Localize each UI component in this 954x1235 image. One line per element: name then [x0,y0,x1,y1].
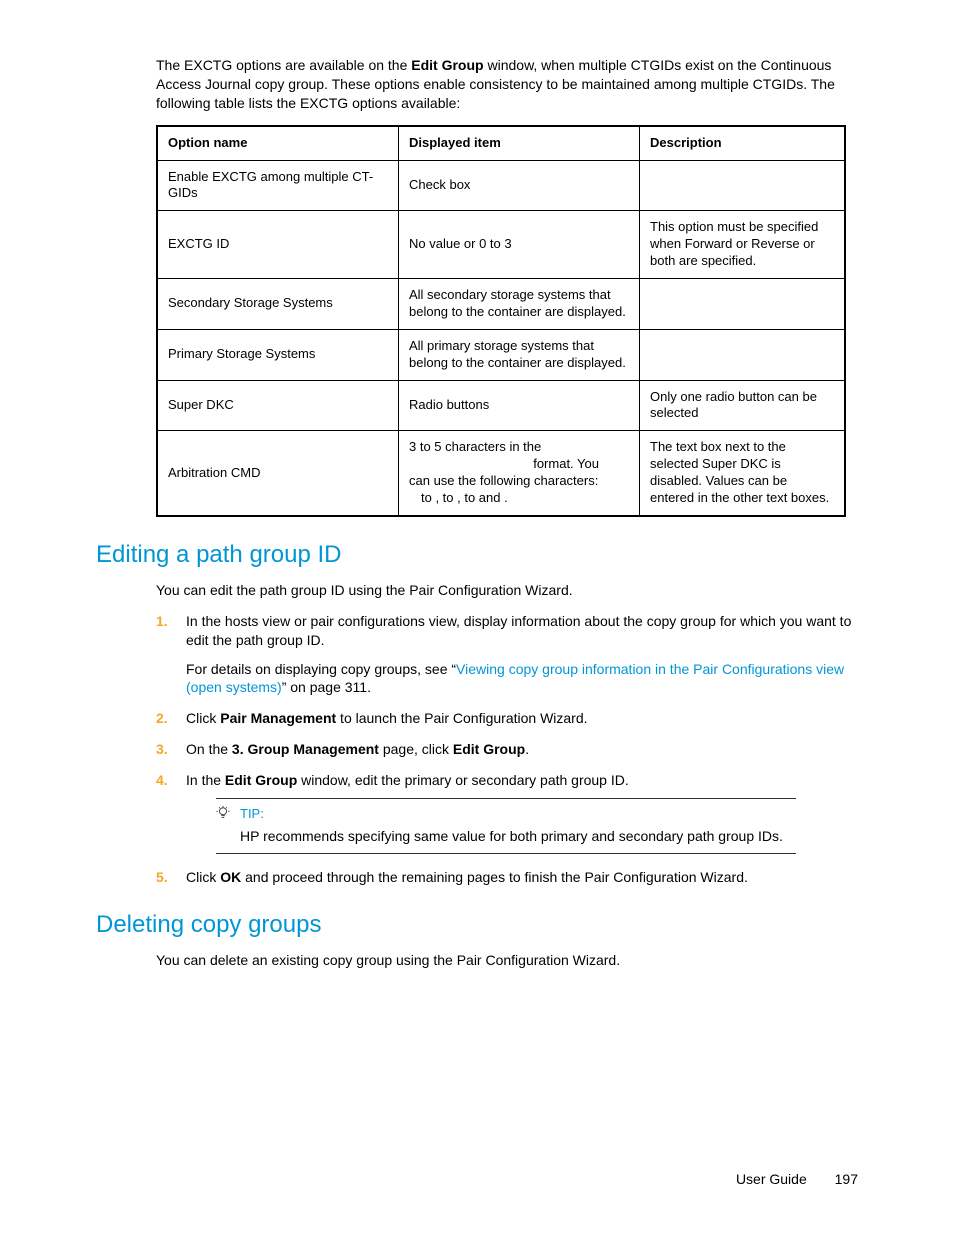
cell-description: Only one radio button can be selected [640,380,846,431]
step4-pre: In the [186,772,225,788]
cell-description [640,160,846,211]
cell-description: The text box next to the selected Super … [640,431,846,516]
cell-option: Secondary Storage Systems [157,279,399,330]
table-row: Super DKC Radio buttons Only one radio b… [157,380,845,431]
section1-intro: You can edit the path group ID using the… [96,581,858,600]
step-number: 3. [156,740,168,759]
step-5: 5. Click OK and proceed through the rema… [156,868,858,887]
table-header-row: Option name Displayed item Description [157,126,845,160]
footer-page-number: 197 [835,1171,858,1187]
cell-description [640,279,846,330]
step1-text: In the hosts view or pair configurations… [186,613,851,648]
step-3: 3. On the 3. Group Management page, clic… [156,740,858,759]
page-footer: User Guide 197 [736,1171,858,1187]
step4-post: window, edit the primary or secondary pa… [297,772,629,788]
table-row: EXCTG ID No value or 0 to 3 This option … [157,211,845,279]
table-row: Arbitration CMD 3 to 5 characters in the… [157,431,845,516]
cell-option: Arbitration CMD [157,431,399,516]
step-4: 4. In the Edit Group window, edit the pr… [156,771,858,854]
step-number: 1. [156,612,168,631]
step-1: 1. In the hosts view or pair configurati… [156,612,858,698]
th-option-name: Option name [157,126,399,160]
step-number: 4. [156,771,168,790]
step1b-post: ” on page 311. [282,679,371,695]
step5-post: and proceed through the remaining pages … [241,869,748,885]
step5-bold: OK [220,869,241,885]
table-row: Enable EXCTG among multiple CT-GIDs Chec… [157,160,845,211]
cell-displayed: All secondary storage systems that belon… [399,279,640,330]
cell-option: Primary Storage Systems [157,329,399,380]
lightbulb-icon [216,806,230,820]
cell-displayed: 3 to 5 characters in the format. You can… [399,431,640,516]
footer-label: User Guide [736,1171,807,1187]
th-description: Description [640,126,846,160]
step3-bold2: Edit Group [453,741,525,757]
step3-pre: On the [186,741,232,757]
step3-bold1: 3. Group Management [232,741,379,757]
arb-line1: 3 to 5 characters in the [409,439,629,456]
intro-pre: The EXCTG options are available on the [156,57,411,73]
cell-displayed: Check box [399,160,640,211]
step2-post: to launch the Pair Configuration Wizard. [336,710,587,726]
step2-pre: Click [186,710,220,726]
tip-rule-bottom [216,853,796,854]
arb-line2a: format. You [409,456,629,473]
cell-displayed: All primary storage systems that belong … [399,329,640,380]
step5-pre: Click [186,869,220,885]
tip-label: TIP: [240,805,264,823]
arb-line2b: can use the following characters: [409,473,629,490]
steps-list: 1. In the hosts view or pair configurati… [156,612,858,888]
heading-deleting-copy-groups: Deleting copy groups [96,911,858,939]
step-2: 2. Click Pair Management to launch the P… [156,709,858,728]
heading-editing-path-group-id: Editing a path group ID [96,541,858,569]
cell-description: This option must be specified when Forwa… [640,211,846,279]
arb-line3: to , to , to and . [409,490,629,507]
cell-option: Enable EXCTG among multiple CT-GIDs [157,160,399,211]
tip-box: TIP: HP recommends specifying same value… [216,798,796,854]
cell-option: Super DKC [157,380,399,431]
intro-bold: Edit Group [411,57,483,73]
cell-displayed: No value or 0 to 3 [399,211,640,279]
step1-detail: For details on displaying copy groups, s… [186,660,858,698]
cell-displayed: Radio buttons [399,380,640,431]
th-displayed-item: Displayed item [399,126,640,160]
intro-paragraph: The EXCTG options are available on the E… [96,56,858,113]
step3-mid: page, click [379,741,453,757]
step2-bold: Pair Management [220,710,336,726]
cell-description [640,329,846,380]
step3-post: . [525,741,529,757]
tip-text: HP recommends specifying same value for … [240,827,796,846]
step-number: 2. [156,709,168,728]
section2-intro: You can delete an existing copy group us… [96,951,858,970]
cell-option: EXCTG ID [157,211,399,279]
exctg-options-table: Option name Displayed item Description E… [156,125,846,517]
step1b-pre: For details on displaying copy groups, s… [186,661,456,677]
step4-bold: Edit Group [225,772,297,788]
table-row: Secondary Storage Systems All secondary … [157,279,845,330]
table-row: Primary Storage Systems All primary stor… [157,329,845,380]
step-number: 5. [156,868,168,887]
